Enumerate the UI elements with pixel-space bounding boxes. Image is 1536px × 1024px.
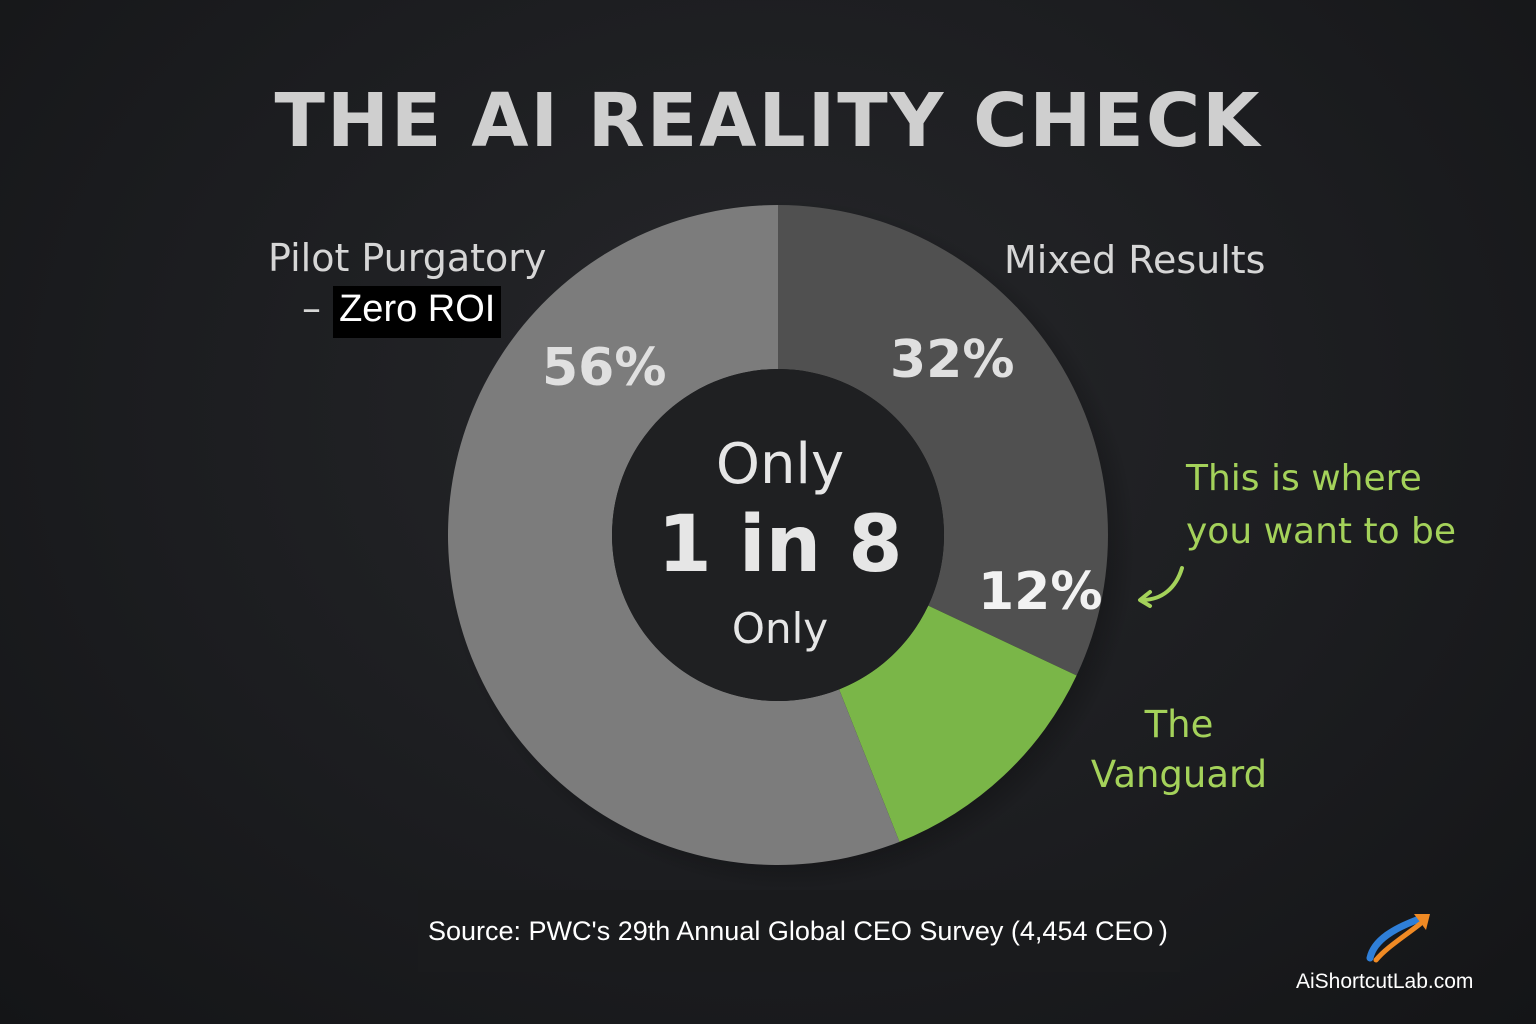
slice-mixed-results: [778, 205, 1108, 676]
vanguard-line-2: Vanguard: [1090, 753, 1268, 796]
brand-text: AiShortcutLab.com: [1296, 970, 1474, 993]
center-text-main: 1 in 8: [657, 500, 903, 590]
slice-pilot-purgatory: [447, 205, 900, 865]
chart-title: THE AI REALITY CHECK: [274, 78, 1262, 164]
slice-label-pilot-purgatory: Pilot Purgatory: [268, 236, 547, 280]
slice-label-vanguard: The Vanguard: [1084, 700, 1274, 800]
curved-arrow-icon: [1138, 566, 1184, 608]
source-note: Source: PWC's 29th Annual Global CEO Sur…: [418, 890, 1180, 972]
annotation-text: This is where you want to be: [1186, 452, 1456, 558]
label-dash: –: [302, 286, 321, 330]
center-text-top: Only: [715, 432, 845, 497]
slice-label-mixed-results: Mixed Results: [1004, 238, 1266, 282]
donut-hole: [612, 369, 944, 701]
slice-vanguard: [839, 605, 1077, 842]
data-label-32: 32%: [890, 330, 1015, 390]
data-label-12: 12%: [978, 562, 1103, 622]
annotation-line-1: This is where: [1186, 458, 1422, 499]
rocket-swoosh-icon: [1366, 914, 1430, 963]
zero-roi-highlight: Zero ROI: [333, 286, 502, 338]
center-text-bottom: Only: [731, 604, 829, 653]
annotation-line-2: you want to be: [1186, 511, 1457, 552]
vanguard-line-1: The: [1144, 703, 1214, 746]
slice-label-zero-roi: – Zero ROI: [302, 286, 502, 338]
data-label-56: 56%: [542, 338, 667, 398]
